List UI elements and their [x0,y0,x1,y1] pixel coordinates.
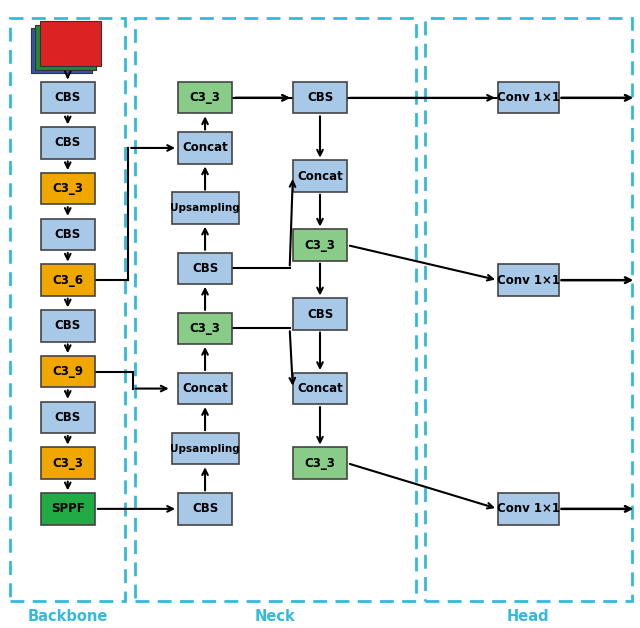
FancyBboxPatch shape [498,82,559,114]
Text: Backbone: Backbone [28,609,108,624]
Text: Conv 1×1: Conv 1×1 [497,502,560,516]
FancyBboxPatch shape [498,264,559,296]
Text: C3_3: C3_3 [305,239,335,252]
Text: Concat: Concat [182,382,228,395]
FancyBboxPatch shape [293,373,347,404]
Text: Conv 1×1: Conv 1×1 [497,91,560,104]
FancyBboxPatch shape [178,133,232,164]
FancyBboxPatch shape [293,82,347,114]
FancyBboxPatch shape [40,264,95,296]
Text: CBS: CBS [54,228,81,241]
FancyBboxPatch shape [293,229,347,261]
FancyBboxPatch shape [35,24,96,70]
Text: CBS: CBS [54,136,81,149]
FancyBboxPatch shape [172,433,239,464]
FancyBboxPatch shape [40,493,95,524]
Text: CBS: CBS [192,502,218,516]
Text: Conv 1×1: Conv 1×1 [497,274,560,286]
FancyBboxPatch shape [178,493,232,524]
Text: CBS: CBS [192,262,218,275]
Text: CBS: CBS [54,411,81,424]
FancyBboxPatch shape [31,28,92,73]
Text: C3_3: C3_3 [189,322,221,335]
FancyBboxPatch shape [178,313,232,344]
Text: Head: Head [507,609,550,624]
Text: Concat: Concat [297,382,343,395]
FancyBboxPatch shape [40,219,95,250]
FancyBboxPatch shape [178,373,232,404]
FancyBboxPatch shape [293,448,347,479]
FancyBboxPatch shape [40,448,95,479]
Text: C3_3: C3_3 [52,457,83,470]
Text: Concat: Concat [297,170,343,183]
Text: C3_9: C3_9 [52,365,83,378]
FancyBboxPatch shape [293,161,347,192]
FancyBboxPatch shape [40,127,95,159]
FancyBboxPatch shape [498,493,559,524]
FancyBboxPatch shape [40,21,100,66]
FancyBboxPatch shape [40,402,95,433]
Text: CBS: CBS [54,320,81,332]
Text: Upsampling: Upsampling [170,203,240,213]
FancyBboxPatch shape [172,192,239,224]
FancyBboxPatch shape [40,82,95,114]
Text: CBS: CBS [307,308,333,320]
Text: Neck: Neck [255,609,296,624]
FancyBboxPatch shape [178,82,232,114]
Text: Upsampling: Upsampling [170,444,240,453]
FancyBboxPatch shape [40,356,95,387]
FancyBboxPatch shape [40,173,95,204]
Text: SPPF: SPPF [51,502,84,516]
Text: C3_3: C3_3 [189,91,221,104]
Text: Concat: Concat [182,141,228,154]
Text: C3_3: C3_3 [305,457,335,470]
FancyBboxPatch shape [293,298,347,330]
Text: CBS: CBS [307,91,333,104]
FancyBboxPatch shape [178,252,232,284]
Text: CBS: CBS [54,91,81,104]
Text: C3_6: C3_6 [52,274,83,286]
FancyBboxPatch shape [40,310,95,342]
Text: C3_3: C3_3 [52,182,83,195]
